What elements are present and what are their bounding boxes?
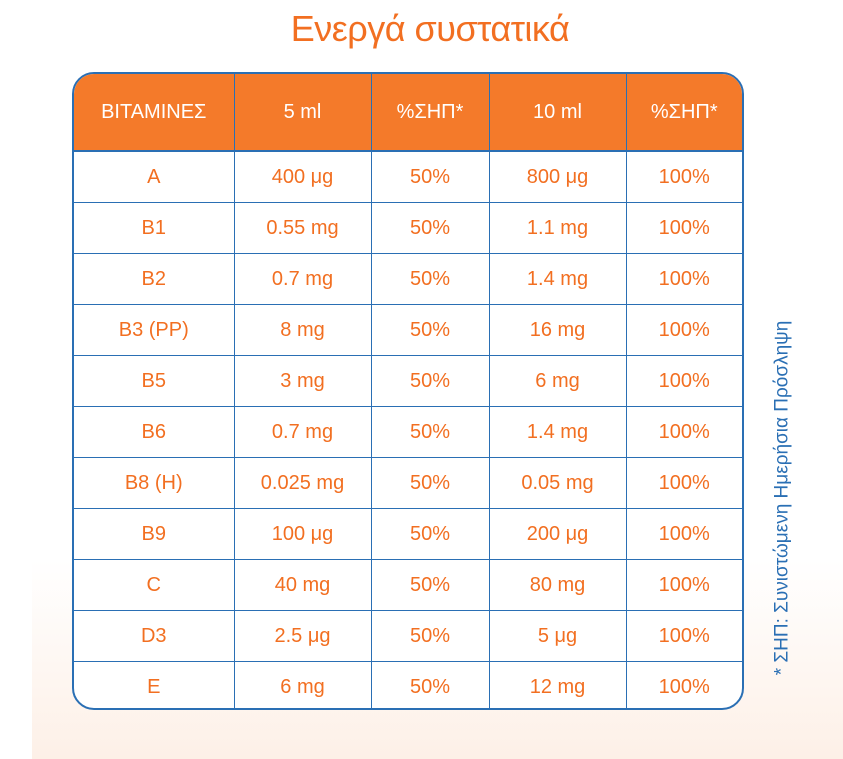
cell-rda-5ml: 50% bbox=[371, 457, 490, 509]
table-row: C 40 mg 50% 80 mg 100% bbox=[74, 559, 742, 611]
table-header-row: ΒΙΤΑΜΙΝΕΣ 5 ml %ΣΗΠ* 10 ml %ΣΗΠ* bbox=[74, 74, 742, 152]
cell-amount-10ml: 5 μg bbox=[489, 610, 627, 662]
cell-rda-10ml: 100% bbox=[626, 151, 742, 203]
cell-amount-5ml: 40 mg bbox=[234, 559, 372, 611]
header-rda-10ml: %ΣΗΠ* bbox=[626, 74, 742, 152]
cell-amount-5ml: 3 mg bbox=[234, 355, 372, 407]
cell-rda-10ml: 100% bbox=[626, 304, 742, 356]
cell-rda-10ml: 100% bbox=[626, 253, 742, 305]
cell-amount-10ml: 0.05 mg bbox=[489, 457, 627, 509]
cell-rda-10ml: 100% bbox=[658, 675, 710, 698]
header-5ml: 5 ml bbox=[234, 74, 372, 152]
table-row: B8 (H) 0.025 mg 50% 0.05 mg 100% bbox=[74, 457, 742, 509]
cell-rda-5ml: 50% bbox=[371, 253, 490, 305]
cell-rda-5ml: 50% bbox=[371, 406, 490, 458]
cell-amount-10ml: 800 μg bbox=[489, 151, 627, 203]
footnote-rda: * ΣΗΠ: Συνιστώμενη Ημερήσια Πρόσληψη bbox=[771, 320, 792, 676]
cell-amount-5ml: 0.025 mg bbox=[234, 457, 372, 509]
cell-rda-5ml: 50% bbox=[371, 151, 490, 203]
cell-vitamin: B3 (PP) bbox=[74, 304, 235, 356]
footnote-container: * ΣΗΠ: Συνιστώμενη Ημερήσια Πρόσληψη bbox=[762, 278, 802, 718]
cell-amount-10ml: 16 mg bbox=[489, 304, 627, 356]
cell-amount-10ml: 200 μg bbox=[489, 508, 627, 560]
cell-rda-5ml: 50% bbox=[371, 661, 490, 708]
cell-rda-10ml: 100% bbox=[626, 202, 742, 254]
cell-amount-5ml: 100 μg bbox=[234, 508, 372, 560]
cell-rda-10ml: 100% bbox=[626, 457, 742, 509]
cell-amount-10ml: 6 mg bbox=[489, 355, 627, 407]
table-row: B6 0.7 mg 50% 1.4 mg 100% bbox=[74, 406, 742, 458]
cell-rda-10ml: 100% bbox=[626, 355, 742, 407]
table-row: D3 2.5 μg 50% 5 μg 100% bbox=[74, 610, 742, 662]
table-row: B2 0.7 mg 50% 1.4 mg 100% bbox=[74, 253, 742, 305]
cell-rda-10ml: 100% bbox=[626, 406, 742, 458]
cell-amount-5ml: 400 μg bbox=[234, 151, 372, 203]
cell-rda-5ml: 50% bbox=[371, 559, 490, 611]
cell-amount-10ml: 80 mg bbox=[489, 559, 627, 611]
ingredients-table: ΒΙΤΑΜΙΝΕΣ 5 ml %ΣΗΠ* 10 ml %ΣΗΠ* A 400 μg… bbox=[72, 72, 744, 710]
cell-rda-5ml: 50% bbox=[371, 610, 490, 662]
cell-vitamin: B6 bbox=[74, 406, 235, 458]
cell-rda-5ml: 50% bbox=[371, 355, 490, 407]
cell-vitamin: B1 bbox=[74, 202, 235, 254]
cell-amount-5ml: 2.5 μg bbox=[234, 610, 372, 662]
cell-vitamin: A bbox=[74, 151, 235, 203]
cell-rda-10ml: 100% bbox=[626, 508, 742, 560]
cell-vitamin: B8 (H) bbox=[74, 457, 235, 509]
cell-amount-10ml: 1.1 mg bbox=[489, 202, 627, 254]
cell-vitamin: E bbox=[74, 661, 235, 708]
table-row: A 400 μg 50% 800 μg 100% bbox=[74, 151, 742, 203]
cell-amount-5ml: 0.7 mg bbox=[234, 253, 372, 305]
cell-rda-5ml: 50% bbox=[371, 304, 490, 356]
table-row: B1 0.55 mg 50% 1.1 mg 100% bbox=[74, 202, 742, 254]
table-row: B9 100 μg 50% 200 μg 100% bbox=[74, 508, 742, 560]
cell-vitamin: D3 bbox=[74, 610, 235, 662]
cell-vitamin: B2 bbox=[74, 253, 235, 305]
cell-rda-10ml: 100% bbox=[626, 559, 742, 611]
cell-amount-5ml: 0.55 mg bbox=[234, 202, 372, 254]
cell-rda-10ml: 100% bbox=[626, 610, 742, 662]
page-title: Ενεργά συστατικά bbox=[290, 8, 570, 49]
cell-rda-5ml: 50% bbox=[371, 508, 490, 560]
table-row: B5 3 mg 50% 6 mg 100% bbox=[74, 355, 742, 407]
header-vitamins: ΒΙΤΑΜΙΝΕΣ bbox=[74, 74, 235, 152]
cell-amount-10ml: 1.4 mg bbox=[489, 253, 627, 305]
header-rda-5ml: %ΣΗΠ* bbox=[371, 74, 490, 152]
cell-amount-5ml: 6 mg bbox=[234, 661, 372, 708]
table-row: B3 (PP) 8 mg 50% 16 mg 100% bbox=[74, 304, 742, 356]
cell-amount-5ml: 8 mg bbox=[234, 304, 372, 356]
cell-amount-10ml: 12 mg bbox=[489, 661, 627, 708]
cell-rda-5ml: 50% bbox=[371, 202, 490, 254]
header-10ml: 10 ml bbox=[489, 74, 627, 152]
cell-vitamin: C bbox=[74, 559, 235, 611]
cell-amount-10ml: 1.4 mg bbox=[489, 406, 627, 458]
cell-amount-5ml: 0.7 mg bbox=[234, 406, 372, 458]
cell-vitamin: B5 bbox=[74, 355, 235, 407]
cell-vitamin: B9 bbox=[74, 508, 235, 560]
